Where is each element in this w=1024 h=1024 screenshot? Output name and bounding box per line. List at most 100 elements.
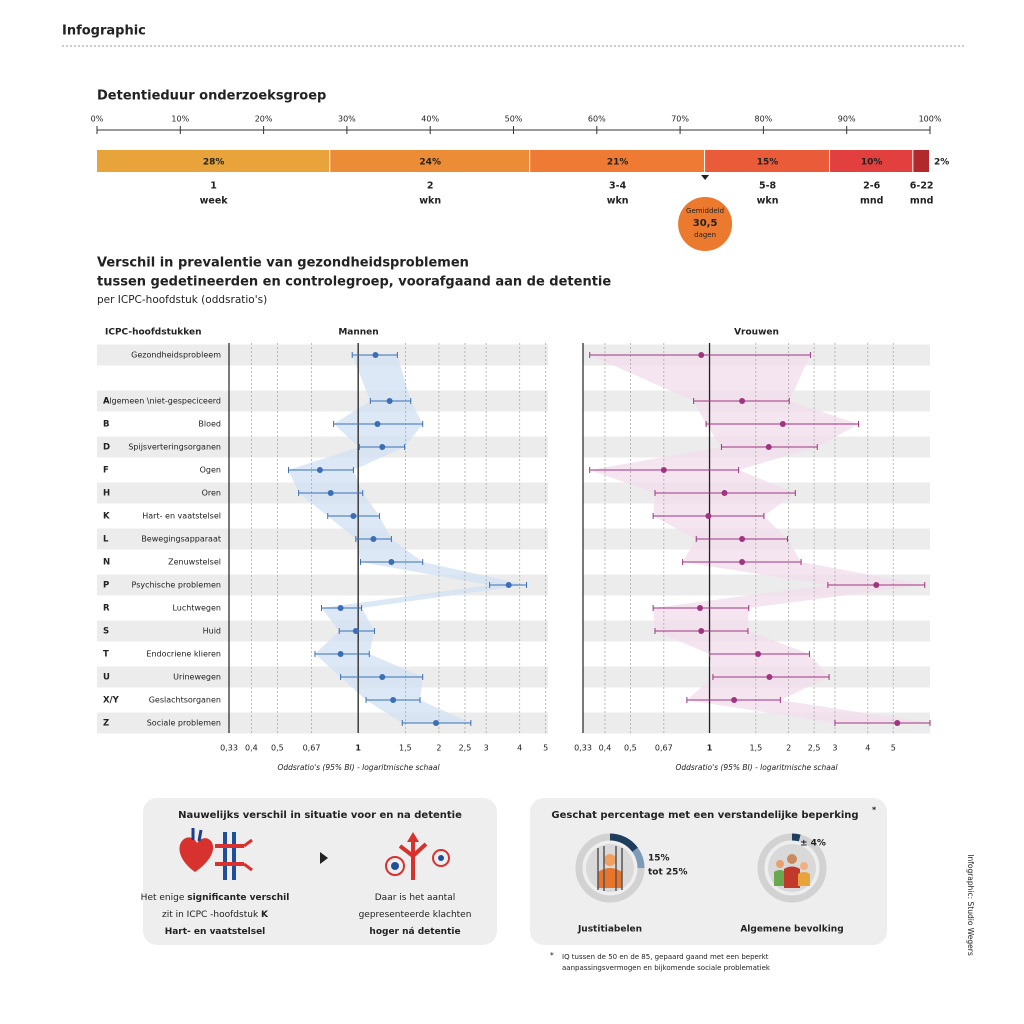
category-code: A [103, 397, 110, 407]
x-tick-label: 5 [891, 744, 896, 753]
point [350, 513, 357, 519]
box-text: Hart- en vaatstelsel [165, 927, 266, 937]
footnote: IQ tussen de 50 en de 85, gepaard gaand … [562, 953, 769, 961]
category-unit: wkn [419, 196, 441, 207]
mean-text: 30,5 [693, 218, 718, 229]
x-tick-label: 60% [588, 115, 606, 124]
category-label: Oren [202, 489, 221, 498]
category-label: Ogen [200, 466, 221, 475]
x-tick-label: 3 [832, 744, 837, 753]
point [739, 559, 746, 565]
category-label: Zenuwstelsel [168, 558, 221, 567]
category-label: 6-22 [910, 181, 934, 192]
box-text: zit in ICPC -hoofdstuk K [162, 910, 269, 920]
point [337, 651, 344, 657]
x-tick-label: 2,5 [808, 744, 821, 753]
heart-icon [179, 828, 214, 872]
point [388, 559, 395, 565]
chart-title: Verschil in prevalentie van gezondheidsp… [97, 256, 469, 271]
bar-segment [530, 150, 705, 172]
category-code: T [103, 650, 109, 660]
complaints-icon [385, 832, 450, 880]
row-stripe [97, 436, 548, 458]
point [432, 720, 439, 726]
x-tick-label: 80% [755, 115, 773, 124]
text-segment: Daar is het aantal [375, 893, 455, 903]
footnote-marker: * [550, 951, 554, 960]
category-code: X/Y [103, 696, 120, 706]
bar-segment [330, 150, 530, 172]
value-label: 15% [757, 158, 779, 168]
row-stripe [97, 528, 548, 550]
title-note: * [872, 806, 877, 815]
category-unit: wkn [757, 196, 779, 207]
vessels-icon [215, 832, 253, 880]
category-header: ICPC-hoofdstukken [105, 328, 202, 338]
category-unit: mnd [910, 196, 933, 207]
row-stripe [97, 620, 548, 642]
category-label: Huid [203, 627, 221, 636]
prisoner-icon [586, 844, 634, 892]
category-code: K [103, 512, 110, 522]
chart-subtitle: per ICPC-hoofdstuk (oddsratio's) [97, 294, 267, 306]
x-axis-title: Oddsratio's (95% BI) - logaritmische sch… [675, 763, 838, 772]
point [697, 605, 704, 611]
x-tick-label: 0,4 [245, 744, 258, 753]
value-label: 10% [861, 158, 883, 168]
footnote: aanpassingsvermogen en bijkomende social… [562, 964, 771, 972]
bar-segment [705, 150, 830, 172]
ring-arc [632, 847, 645, 869]
category-unit: wkn [607, 196, 629, 207]
point [374, 421, 381, 427]
ring-arc [791, 833, 801, 842]
x-tick-label: 4 [865, 744, 870, 753]
comparison-box [143, 798, 497, 945]
row-stripe [97, 666, 548, 688]
point [765, 444, 772, 450]
box-text: hoger ná detentie [369, 927, 460, 937]
x-tick-label: 1 [707, 744, 713, 753]
point [731, 697, 738, 703]
population-icon [768, 844, 816, 892]
category-unit: mnd [860, 196, 883, 207]
row-stripe [97, 390, 548, 412]
point [698, 628, 705, 634]
x-tick-label: 1,5 [399, 744, 412, 753]
category-code: R [103, 604, 110, 614]
text-segment: significante verschil [187, 893, 289, 903]
point [894, 720, 901, 726]
category-code: Z [103, 719, 109, 729]
ring-value-label: 15% [648, 854, 670, 864]
row-stripe [97, 574, 548, 596]
text-segment: K [261, 910, 269, 920]
x-tick-label: 2 [436, 744, 441, 753]
point [379, 674, 386, 680]
point [739, 398, 746, 404]
text-segment: hoger ná detentie [369, 927, 460, 937]
point [390, 697, 397, 703]
x-tick-label: 50% [505, 115, 523, 124]
x-tick-label: 0,5 [624, 744, 637, 753]
category-code: D [103, 443, 110, 453]
x-tick-label: 90% [838, 115, 856, 124]
value-label: 21% [607, 158, 629, 168]
x-tick-label: 5 [543, 744, 548, 753]
point [370, 536, 377, 542]
text-segment: Hart- en vaatstelsel [165, 927, 266, 937]
category-label: Bloed [198, 420, 221, 429]
page-header: Infographic [62, 24, 146, 39]
ring-name: Algemene bevolking [740, 925, 843, 935]
point [386, 398, 393, 404]
point [372, 352, 379, 358]
x-tick-label: 1,5 [749, 744, 762, 753]
category-label: 3-4 [609, 181, 627, 192]
category-label: 2-6 [863, 181, 881, 192]
point [352, 628, 359, 634]
x-tick-label: 0,5 [271, 744, 284, 753]
x-tick-label: 20% [255, 115, 273, 124]
arrow [320, 852, 328, 864]
point [755, 651, 762, 657]
panel-title: Mannen [338, 328, 378, 338]
panel-title: Vrouwen [734, 328, 779, 338]
